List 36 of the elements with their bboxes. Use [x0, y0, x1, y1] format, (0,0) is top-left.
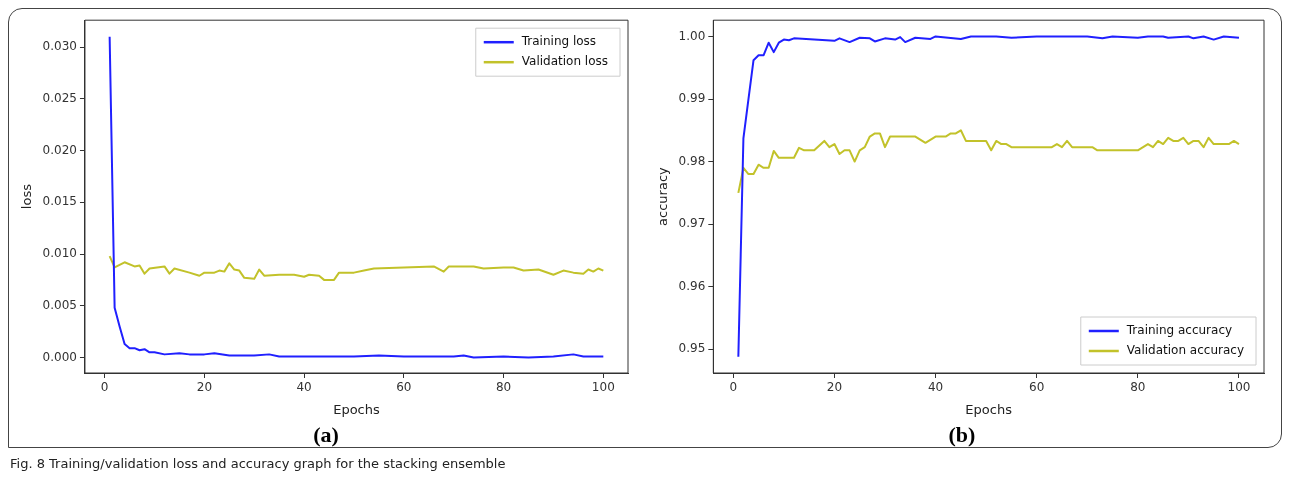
x-tick-label: 100: [591, 380, 615, 395]
y-tick-label: 0.96: [678, 278, 706, 293]
x-tick-label: 40: [296, 380, 312, 395]
y-tick-label: 0.95: [678, 341, 706, 356]
x-tick-label: 40: [927, 380, 944, 395]
legend-label: Training loss: [520, 34, 597, 49]
x-tick-label: 60: [1029, 380, 1045, 395]
text: (a): [312, 422, 340, 448]
y-tick-label: 0.020: [42, 142, 77, 157]
x-tick-label: 20: [826, 380, 843, 395]
y-tick-label: 0.010: [42, 246, 77, 261]
legend-label: Validation accuracy: [1126, 343, 1245, 358]
legend-label: Validation loss: [521, 54, 608, 69]
y-axis-title: accuracy: [655, 166, 671, 226]
y-tick-label: 0.99: [678, 91, 706, 106]
y-axis-title: loss: [19, 183, 35, 210]
legend-label: Training accuracy: [1125, 323, 1233, 338]
y-tick-label: 0.025: [42, 90, 77, 105]
x-tick-label: 100: [1227, 380, 1251, 395]
x-tick-label: 0: [100, 380, 109, 395]
y-tick-label: 0.030: [42, 39, 77, 54]
x-tick-label: 60: [396, 380, 412, 395]
x-tick-label: 20: [196, 380, 213, 395]
x-tick-label: 80: [1130, 380, 1146, 395]
text: (b): [947, 422, 977, 448]
x-axis-title: Epochs: [333, 401, 380, 417]
x-tick-label: 0: [729, 380, 738, 395]
y-tick-label: 0.005: [42, 297, 77, 312]
y-tick-label: 1.00: [678, 28, 706, 43]
x-tick-label: 80: [495, 380, 512, 395]
y-tick-label: 0.015: [42, 194, 77, 209]
y-tick-label: 0.97: [678, 216, 706, 231]
x-axis-title: Epochs: [965, 401, 1013, 417]
y-tick-label: 0.000: [42, 349, 77, 364]
y-tick-label: 0.98: [678, 153, 706, 168]
caption: Fig. 8 Training/validation loss and accuracy graph for the stacking ensemble: [10, 456, 506, 471]
